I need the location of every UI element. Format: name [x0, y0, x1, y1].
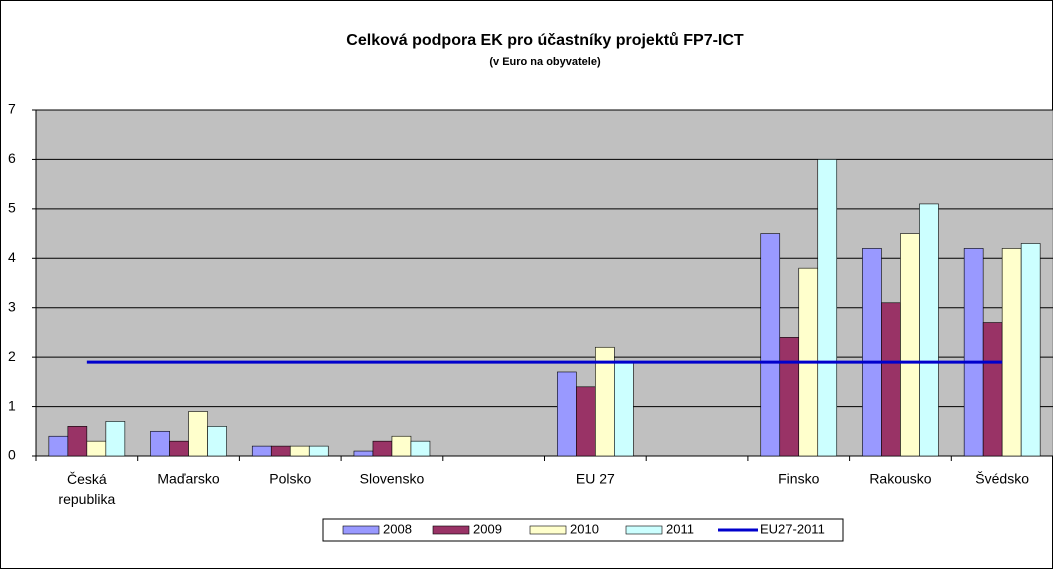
legend-label: 2009 [473, 521, 502, 536]
legend-swatch [529, 525, 567, 535]
bar [372, 440, 393, 457]
bar [410, 440, 431, 457]
bar [207, 426, 227, 457]
x-tick-label: Česká republika [58, 471, 115, 507]
bar [1020, 243, 1041, 457]
bar [188, 411, 208, 457]
bar [86, 440, 107, 457]
legend-label: EU27-2011 [760, 521, 825, 536]
bar [557, 371, 577, 457]
x-tick-label: Polsko [269, 471, 311, 487]
legend-swatch [625, 525, 663, 535]
bar [862, 248, 882, 457]
y-tick-label: 5 [8, 200, 16, 216]
bar [576, 386, 596, 457]
chart-subtitle: (v Euro na obyvatele) [489, 56, 601, 68]
bar [48, 435, 69, 457]
legend-label: 2010 [570, 521, 599, 536]
bar [391, 435, 412, 457]
bar [779, 337, 800, 457]
y-tick-label: 2 [8, 348, 16, 364]
bar [169, 440, 189, 457]
bar [251, 445, 272, 457]
y-tick-label: 7 [8, 101, 16, 117]
bar [963, 248, 984, 457]
bar [900, 233, 920, 457]
bar [353, 450, 374, 457]
y-tick-label: 1 [8, 397, 16, 413]
x-tick-label: Švédsko [975, 471, 1029, 487]
bar [817, 159, 838, 457]
legend-label: 2008 [383, 521, 412, 536]
bar [760, 233, 781, 457]
y-tick-label: 6 [8, 150, 16, 166]
bar [105, 421, 126, 457]
bar [1001, 248, 1022, 457]
y-tick-label: 0 [8, 447, 16, 463]
bar [270, 445, 291, 457]
bar [982, 322, 1003, 457]
bar [150, 430, 170, 457]
bar [308, 445, 329, 457]
x-tick-label: Maďarsko [157, 471, 220, 487]
bar [881, 302, 901, 457]
y-tick-label: 3 [8, 298, 16, 314]
chart-title: Celková podpora EK pro účastníky projekt… [346, 32, 744, 49]
legend-label: 2011 [666, 521, 694, 536]
x-tick-label: EU 27 [576, 471, 615, 487]
x-tick-label: Finsko [778, 471, 819, 487]
x-tick-label: Slovensko [360, 471, 425, 487]
y-tick-label: 4 [8, 249, 16, 265]
bar [289, 445, 310, 457]
legend-swatch [432, 525, 470, 535]
legend-box [322, 518, 844, 542]
bar [614, 361, 634, 457]
bar [919, 203, 939, 457]
bar [67, 426, 88, 457]
legend-swatch [342, 525, 380, 535]
x-tick-label: Rakousko [869, 471, 931, 487]
